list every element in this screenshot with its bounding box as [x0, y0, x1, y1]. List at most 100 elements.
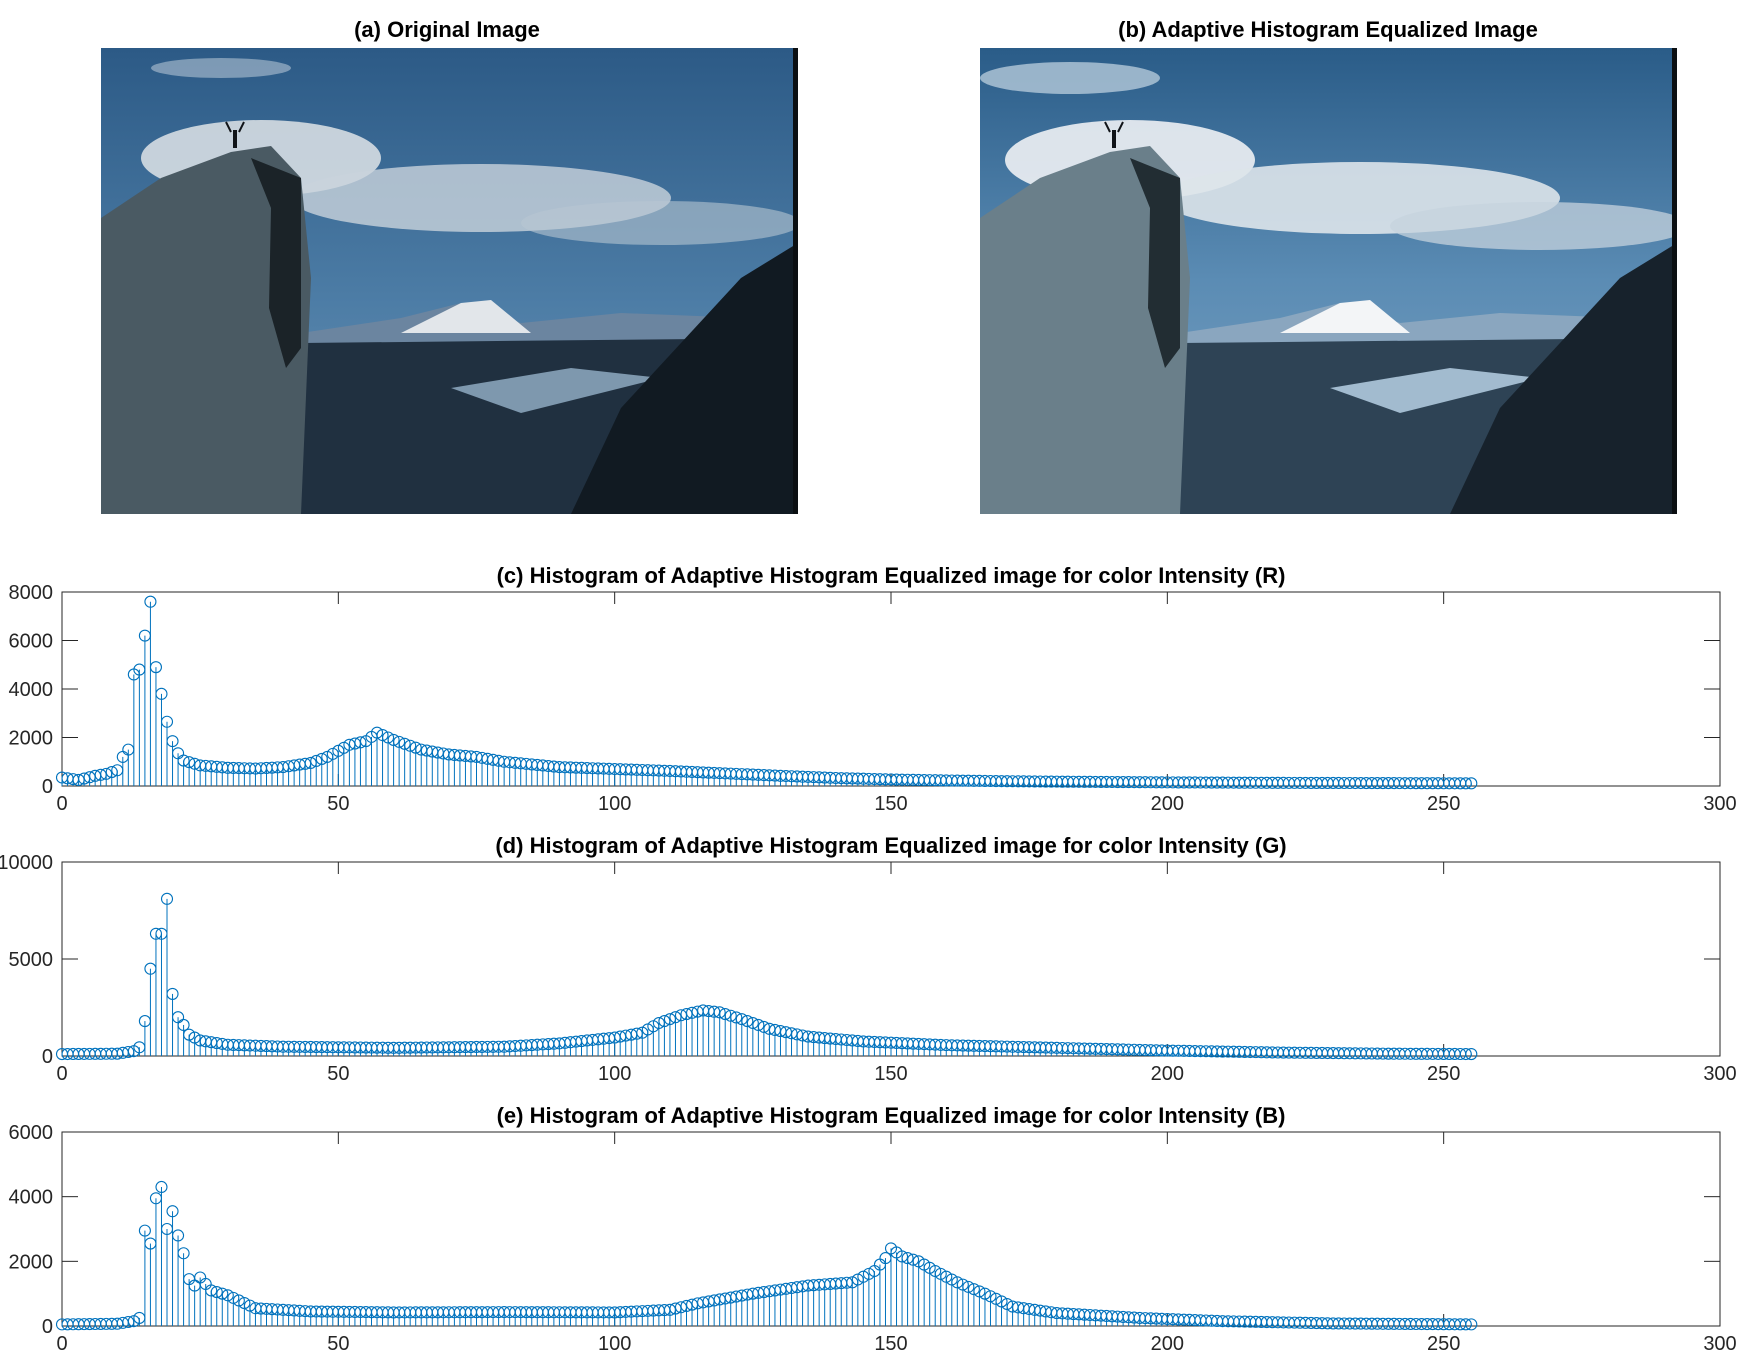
stem-marker [984, 1290, 997, 1303]
stem-marker [188, 1031, 201, 1044]
x-tick-label: 0 [56, 793, 67, 815]
stem-series [55, 595, 1478, 790]
stem-marker [724, 1009, 737, 1022]
y-tick-label: 6000 [9, 631, 54, 653]
y-tick-label: 4000 [9, 679, 54, 701]
x-tick-label: 200 [1151, 1063, 1184, 1085]
stem-marker [907, 1253, 920, 1266]
x-tick-label: 200 [1151, 793, 1184, 815]
y-tick-label: 4000 [9, 1187, 54, 1209]
stem-marker [956, 1278, 969, 1291]
stem-marker [978, 1287, 992, 1300]
stem-marker [227, 1291, 240, 1304]
stem-marker [393, 735, 406, 748]
y-tick-label: 2000 [9, 728, 54, 750]
stem-marker [719, 1007, 732, 1021]
stem-marker [382, 731, 395, 744]
histogram-r: (c) Histogram of Adaptive Histogram Equa… [9, 563, 1737, 815]
stem-marker [144, 595, 157, 608]
stem-marker [376, 729, 389, 742]
stem-marker [238, 1296, 251, 1310]
stem-marker [989, 1292, 1003, 1305]
stem-marker [172, 1229, 185, 1242]
stem-marker [945, 1273, 958, 1286]
x-tick-label: 100 [598, 1333, 631, 1355]
stem-marker [183, 1028, 196, 1041]
stem-marker [1465, 1048, 1478, 1061]
y-tick-label: 0 [42, 1046, 53, 1068]
stem-marker [177, 1247, 190, 1260]
stem-marker [1459, 1318, 1472, 1331]
stem-marker [929, 1264, 942, 1278]
stem-marker [409, 741, 422, 754]
x-tick-label: 100 [598, 1063, 631, 1085]
x-tick-label: 250 [1427, 1333, 1460, 1355]
stem-marker [216, 1287, 229, 1300]
stem-marker [166, 735, 179, 748]
stem-marker [741, 1015, 754, 1028]
stem-marker [370, 726, 384, 739]
x-tick-label: 200 [1151, 1333, 1184, 1355]
x-tick-label: 0 [56, 1333, 67, 1355]
x-tick-label: 300 [1703, 1063, 1736, 1085]
chart-title: (e) Histogram of Adaptive Histogram Equa… [497, 1103, 1286, 1128]
stem-marker [155, 1180, 168, 1194]
stem-marker [232, 1294, 245, 1307]
stem-marker [210, 1286, 223, 1299]
stem-marker [962, 1280, 975, 1293]
stem-marker [1459, 1047, 1472, 1061]
stem-marker [1001, 1297, 1014, 1311]
equalized-image-title: (b) Adaptive Histogram Equalized Image [1118, 17, 1538, 42]
equalized-image [980, 48, 1677, 514]
stem-marker [398, 737, 411, 750]
stem-marker [896, 1250, 909, 1263]
stem-marker [166, 1205, 179, 1218]
y-tick-label: 6000 [9, 1122, 54, 1144]
stem-marker [940, 1270, 953, 1283]
y-tick-label: 10000 [0, 852, 53, 874]
x-tick-label: 250 [1427, 793, 1460, 815]
stem-marker [160, 892, 174, 905]
stem-marker [155, 687, 168, 700]
stem-marker [205, 1284, 218, 1297]
x-tick-label: 0 [56, 1063, 67, 1085]
stem-marker [1459, 777, 1472, 790]
x-tick-label: 150 [874, 793, 907, 815]
x-tick-label: 150 [874, 1063, 907, 1085]
stem-marker [730, 1011, 743, 1024]
stem-marker [713, 1006, 726, 1019]
stem-series [55, 892, 1478, 1061]
stem-marker [160, 715, 174, 728]
stem-marker [177, 754, 190, 767]
y-tick-label: 5000 [9, 949, 54, 971]
stem-marker [901, 1252, 914, 1265]
stem-marker [757, 1020, 770, 1033]
chart-title: (c) Histogram of Adaptive Histogram Equa… [497, 563, 1286, 588]
x-tick-label: 50 [327, 793, 349, 815]
stem-marker [166, 987, 179, 1000]
stem-marker [243, 1299, 256, 1312]
y-tick-label: 8000 [9, 582, 54, 604]
stem-marker [934, 1267, 947, 1280]
stem-marker [221, 1289, 234, 1302]
y-tick-label: 0 [42, 776, 53, 798]
chart-title: (d) Histogram of Adaptive Histogram Equa… [495, 833, 1286, 858]
x-tick-label: 150 [874, 1333, 907, 1355]
stem-marker [183, 756, 196, 769]
stem-marker [138, 1224, 151, 1237]
stem-marker [149, 661, 163, 674]
stem-marker [973, 1285, 986, 1298]
histogram-b: (e) Histogram of Adaptive Histogram Equa… [9, 1103, 1737, 1355]
stem-marker [951, 1276, 964, 1289]
axes-box [61, 861, 1721, 1057]
x-tick-label: 250 [1427, 1063, 1460, 1085]
stem-series [55, 1180, 1478, 1331]
y-tick-label: 0 [42, 1316, 53, 1338]
x-tick-label: 300 [1703, 793, 1736, 815]
x-tick-label: 50 [327, 1063, 349, 1085]
x-tick-label: 50 [327, 1333, 349, 1355]
stem-marker [177, 1018, 190, 1032]
stem-marker [735, 1013, 748, 1026]
x-tick-label: 100 [598, 793, 631, 815]
